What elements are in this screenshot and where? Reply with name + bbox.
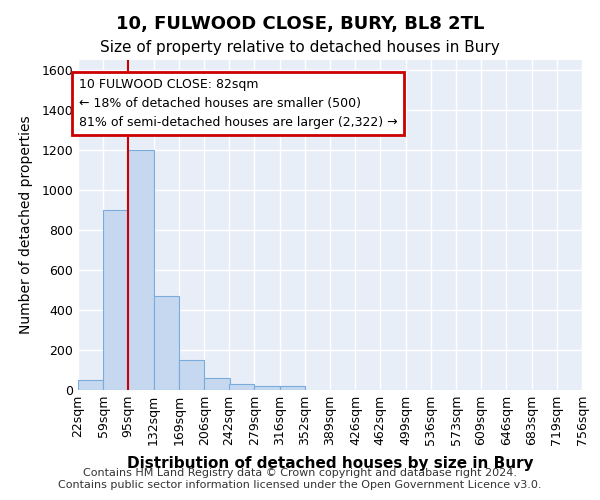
Bar [205,378,230,390]
Text: 10 FULWOOD CLOSE: 82sqm
← 18% of detached houses are smaller (500)
81% of semi-d: 10 FULWOOD CLOSE: 82sqm ← 18% of detache… [79,78,397,129]
Bar [229,384,254,390]
Text: 10, FULWOOD CLOSE, BURY, BL8 2TL: 10, FULWOOD CLOSE, BURY, BL8 2TL [116,15,484,33]
Bar [103,210,129,390]
Bar [280,386,305,390]
Bar [154,296,179,390]
Y-axis label: Number of detached properties: Number of detached properties [19,116,33,334]
Bar [254,386,280,390]
Bar [179,360,205,390]
X-axis label: Distribution of detached houses by size in Bury: Distribution of detached houses by size … [127,456,533,471]
Text: Size of property relative to detached houses in Bury: Size of property relative to detached ho… [100,40,500,55]
Bar [78,380,103,390]
Bar [128,150,154,390]
Text: Contains HM Land Registry data © Crown copyright and database right 2024.
Contai: Contains HM Land Registry data © Crown c… [58,468,542,490]
